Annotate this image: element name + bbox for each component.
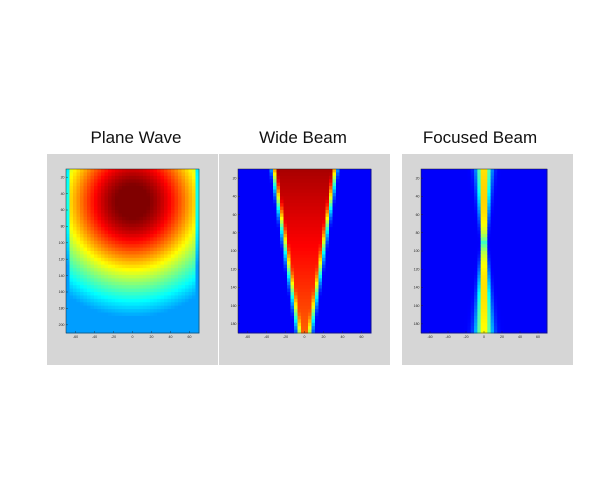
heatmap-plane-wave: -60 -40 -20 0 20 40 60 20 40 60 80 100 120 140 160 180 2… [59, 168, 200, 339]
y-tick-label: 40 [233, 195, 237, 199]
y-tick-label: 120 [59, 257, 65, 261]
x-tick-label: 20 [322, 335, 326, 339]
y-tick-label: 100 [414, 249, 420, 253]
y-tick-label: 20 [416, 176, 420, 180]
panel-title-wide-beam: Wide Beam [259, 128, 347, 147]
heatmap-cells [421, 169, 548, 334]
y-tick-label: 180 [414, 322, 420, 326]
y-tick-label: 160 [414, 304, 420, 308]
heatmap-cells [66, 169, 200, 334]
x-tick-label: 60 [188, 335, 192, 339]
y-tick-label: 180 [59, 307, 65, 311]
y-tick-label: 140 [414, 286, 420, 290]
x-tick-label: 60 [536, 335, 540, 339]
y-tick-label: 160 [59, 290, 65, 294]
panel-title-focused-beam: Focused Beam [422, 128, 538, 147]
panel-title-plane-wave: Plane Wave [90, 128, 182, 147]
y-tick-label: 160 [231, 304, 237, 308]
y-tick-label: 120 [231, 267, 237, 271]
x-tick-label: 40 [341, 335, 345, 339]
x-tick-label: 0 [304, 335, 306, 339]
y-tick-label: 180 [231, 322, 237, 326]
x-tick-label: -60 [427, 335, 432, 339]
y-tick-label: 120 [414, 267, 420, 271]
x-tick-label: -20 [463, 335, 468, 339]
y-tick-label: 20 [233, 176, 237, 180]
x-tick-label: -60 [245, 335, 250, 339]
y-tick-label: 80 [61, 225, 65, 229]
x-tick-label: 20 [150, 335, 154, 339]
x-tick-label: -60 [73, 335, 78, 339]
x-tick-label: 20 [500, 335, 504, 339]
y-tick-label: 200 [59, 323, 65, 327]
y-tick-label: 60 [61, 208, 65, 212]
x-tick-label: -40 [445, 335, 450, 339]
panel-plane-wave: -60 -40 -20 0 20 40 60 20 40 60 80 100 120 140 160 180 2… [47, 154, 218, 365]
x-tick-label: 40 [518, 335, 522, 339]
x-tick-label: -40 [92, 335, 97, 339]
heatmap-focused-beam: -60 -40 -20 0 20 40 60 20 40 60 80 100 120 140 160 180 [414, 168, 548, 339]
y-tick-label: 140 [59, 274, 65, 278]
x-tick-label: 0 [132, 335, 134, 339]
heatmap-wide-beam: -60 -40 -20 0 20 40 60 20 40 60 80 100 120 140 160 180 [231, 168, 372, 339]
y-tick-label: 100 [231, 249, 237, 253]
y-tick-label: 60 [233, 213, 237, 217]
y-tick-label: 60 [416, 213, 420, 217]
x-tick-label: 0 [483, 335, 485, 339]
x-tick-label: -40 [264, 335, 269, 339]
x-tick-label: 40 [169, 335, 173, 339]
panel-wide-beam: -60 -40 -20 0 20 40 60 20 40 60 80 100 120 140 160 180 [219, 154, 390, 365]
y-tick-label: 40 [416, 195, 420, 199]
y-tick-label: 40 [61, 192, 65, 196]
x-tick-label: 60 [360, 335, 364, 339]
y-tick-label: 100 [59, 241, 65, 245]
x-tick-label: -20 [111, 335, 116, 339]
y-tick-label: 20 [61, 175, 65, 179]
heatmap-cells [238, 169, 372, 334]
y-tick-label: 80 [416, 231, 420, 235]
y-tick-label: 140 [231, 286, 237, 290]
panel-focused-beam: -60 -40 -20 0 20 40 60 20 40 60 80 100 120 140 160 180 [402, 154, 573, 365]
y-tick-label: 80 [233, 231, 237, 235]
x-tick-label: -20 [283, 335, 288, 339]
